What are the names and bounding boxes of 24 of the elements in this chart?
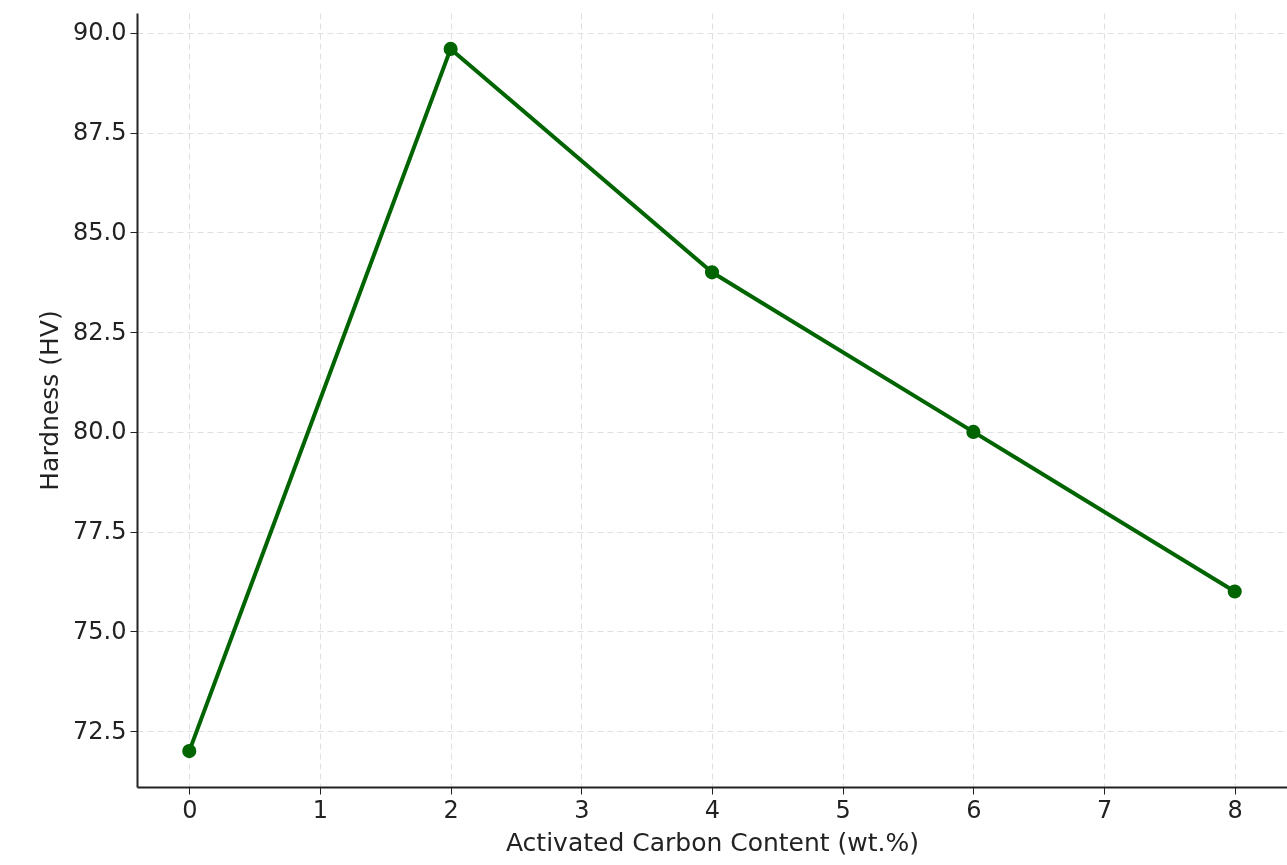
x-tick-label: 0	[182, 795, 198, 824]
x-tick-label: 2	[443, 795, 459, 824]
y-axis-title: Hardness (HV)	[35, 310, 65, 491]
y-tick-label: 85.0	[73, 217, 127, 246]
point	[443, 41, 458, 56]
y-tick-label: 75.0	[73, 616, 127, 645]
y-tick-label: 82.5	[73, 317, 127, 346]
x-tick-label: 5	[835, 795, 851, 824]
y-tick-label: 90.0	[73, 18, 127, 47]
y-tick-label: 80.0	[73, 417, 127, 446]
x-tick-label: 6	[966, 795, 982, 824]
x-axis-title: Activated Carbon Content (wt.%)	[505, 827, 920, 857]
y-tick-label: 87.5	[73, 118, 127, 147]
x-tick-label: 7	[1096, 795, 1113, 824]
y-tick-label: 77.5	[73, 517, 127, 546]
y-tick-label: 72.5	[73, 716, 127, 745]
x-tick-label: 4	[704, 795, 721, 824]
x-tick-label: 3	[574, 795, 590, 824]
point	[704, 265, 720, 280]
point	[966, 424, 981, 439]
point	[182, 744, 197, 759]
x-tick-label: 1	[312, 795, 329, 824]
x-tick-label: 8	[1227, 795, 1243, 824]
point	[1227, 584, 1242, 599]
